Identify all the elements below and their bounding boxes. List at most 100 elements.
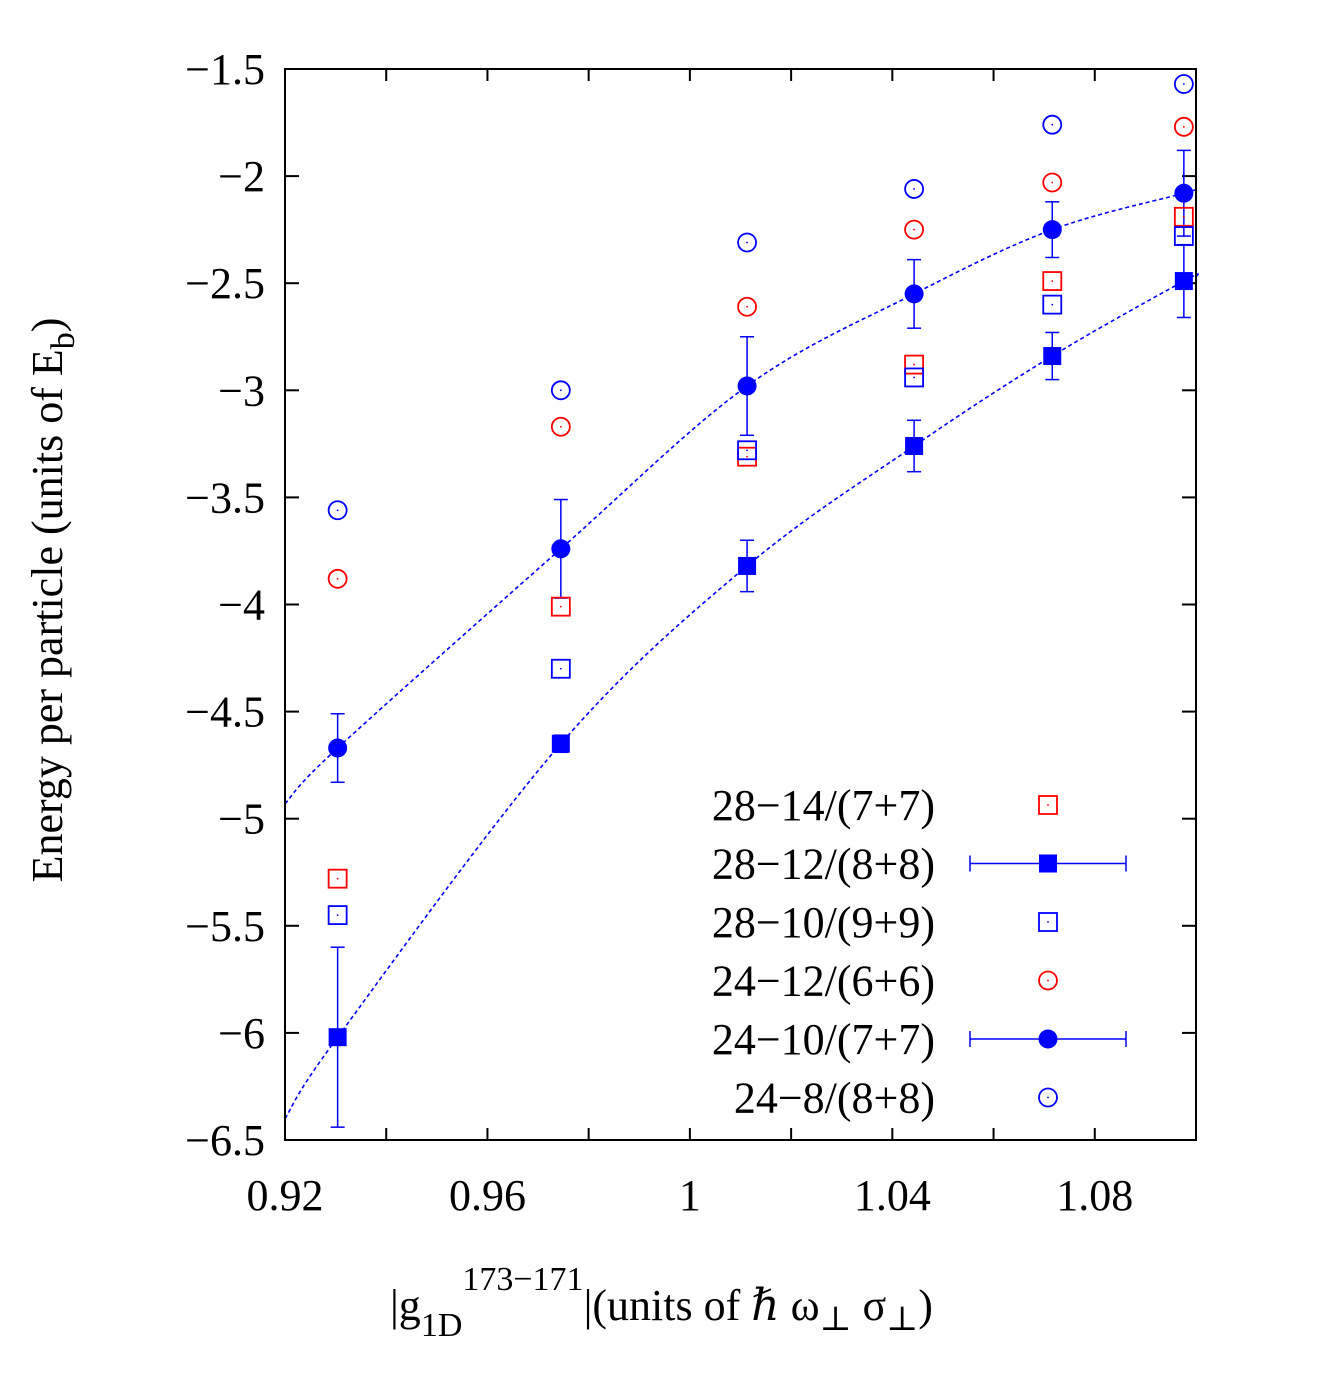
point-series-6 [737,232,757,253]
point-series-4-dot [746,305,748,308]
data-points [327,74,1194,1047]
legend: 28−14/(7+7) 28−12/(8+8) 28−10/(9+9) 24−12/(… [712,781,1127,1123]
x-tick-label: 1.04 [854,1171,931,1220]
point-series-2 [1043,347,1062,366]
point-series-4 [1173,116,1194,137]
point-series-4-dot [1182,125,1185,128]
legend-label: 28−14/(7+7) [712,781,935,830]
point-series-2 [328,1028,347,1047]
point-series-5 [551,539,571,559]
point-series-2 [905,436,924,455]
legend-label: 24−8/(8+8) [734,1074,935,1123]
point-series-1 [550,596,571,617]
point-series-6-dot [336,509,339,512]
legend-marker [1039,854,1057,873]
point-series-6-dot [913,188,915,190]
x-tick-label: 0.92 [247,1171,324,1220]
point-series-5 [737,376,757,396]
point-series-5 [1042,220,1062,240]
point-series-6 [904,179,924,199]
point-series-6 [327,500,348,521]
point-series-1 [904,354,924,375]
y-tick-label: −2 [218,152,265,201]
legend-label: 24−10/(7+7) [712,1015,935,1064]
point-series-1 [1173,206,1194,227]
point-series-6 [1042,114,1063,135]
point-series-3-dot [1182,235,1185,237]
legend-label: 28−12/(8+8) [712,840,935,889]
point-series-4-dot [336,577,339,580]
legend-marker-dot [1047,804,1049,806]
legend-label: 24−12/(6+6) [712,957,935,1006]
tick-labels: 0.92 0.96 1 1.04 1.08 −1.5 −2 −2.5 −3 −3.5 −4 −4.5 −… [185,45,1133,1220]
point-series-4 [904,219,924,240]
point-series-2 [551,734,570,753]
point-series-3-dot [913,376,915,379]
y-tick-label: −5.5 [185,902,265,951]
y-tick-label: −3.5 [185,473,265,522]
legend-marker-dot [1047,921,1049,923]
point-series-4 [1042,172,1063,193]
point-series-1-dot [336,877,339,880]
legend-marker-dot [1047,979,1049,982]
point-series-3-dot [1051,303,1054,306]
point-series-2 [1174,272,1193,291]
point-series-2 [738,556,757,575]
point-series-3 [737,440,757,461]
x-tick-label: 0.96 [449,1171,526,1220]
legend-marker [1038,1087,1058,1108]
y-axis-label: Energy per particle (units of Eb) [23,318,82,883]
y-tick-label: −6.5 [185,1116,265,1165]
point-series-1 [1042,271,1063,291]
point-series-3-dot [336,914,339,916]
point-series-4 [550,416,571,437]
y-tick-label: −2.5 [185,259,265,308]
y-tick-label: −1.5 [185,45,265,94]
legend-marker [1038,912,1058,932]
legend-marker [1038,970,1058,991]
point-series-5 [1174,183,1194,203]
y-tick-label: −5 [218,795,265,844]
point-series-3 [550,658,571,679]
legend-label: 28−10/(9+9) [712,898,935,947]
legend-marker-dot [1047,1096,1049,1099]
y-tick-label: −4.5 [185,688,265,737]
fit-curve-2 [284,273,1199,1120]
point-series-1-dot [1182,215,1185,218]
point-series-4 [327,568,348,589]
point-series-4 [737,296,757,317]
point-series-6 [1173,74,1194,94]
point-series-6-dot [1051,123,1054,126]
fit-curves [284,188,1199,1120]
point-series-6-dot [1182,83,1185,85]
point-series-4-dot [1051,181,1054,184]
legend-marker [1038,1029,1058,1049]
point-series-1-dot [1051,280,1054,282]
point-series-5 [328,738,348,758]
point-series-1-dot [559,605,562,608]
point-series-3-dot [559,667,562,670]
point-series-4-dot [913,228,915,231]
point-series-3 [1173,226,1194,246]
fit-curve-1 [284,188,1199,805]
point-series-6-dot [746,241,748,244]
point-series-1 [327,868,348,889]
point-series-4-dot [559,425,562,428]
legend-marker [1038,795,1058,815]
x-tick-label: 1.08 [1056,1171,1133,1220]
point-series-1-dot [913,363,915,366]
point-series-5 [904,284,924,304]
y-tick-label: −3 [218,366,265,415]
x-tick-label: 1 [679,1171,701,1220]
y-tick-label: −6 [218,1009,265,1058]
point-series-6 [550,380,571,401]
point-series-1-dot [746,455,748,458]
y-tick-label: −4 [218,581,265,630]
point-series-3-dot [746,449,748,452]
point-series-3 [1042,294,1063,315]
point-series-6-dot [559,389,562,392]
point-series-3 [327,905,348,925]
point-series-3 [904,367,924,388]
x-axis-label: |g1D173−171|(units of ℏ ω⊥ σ⊥) [390,1261,933,1344]
